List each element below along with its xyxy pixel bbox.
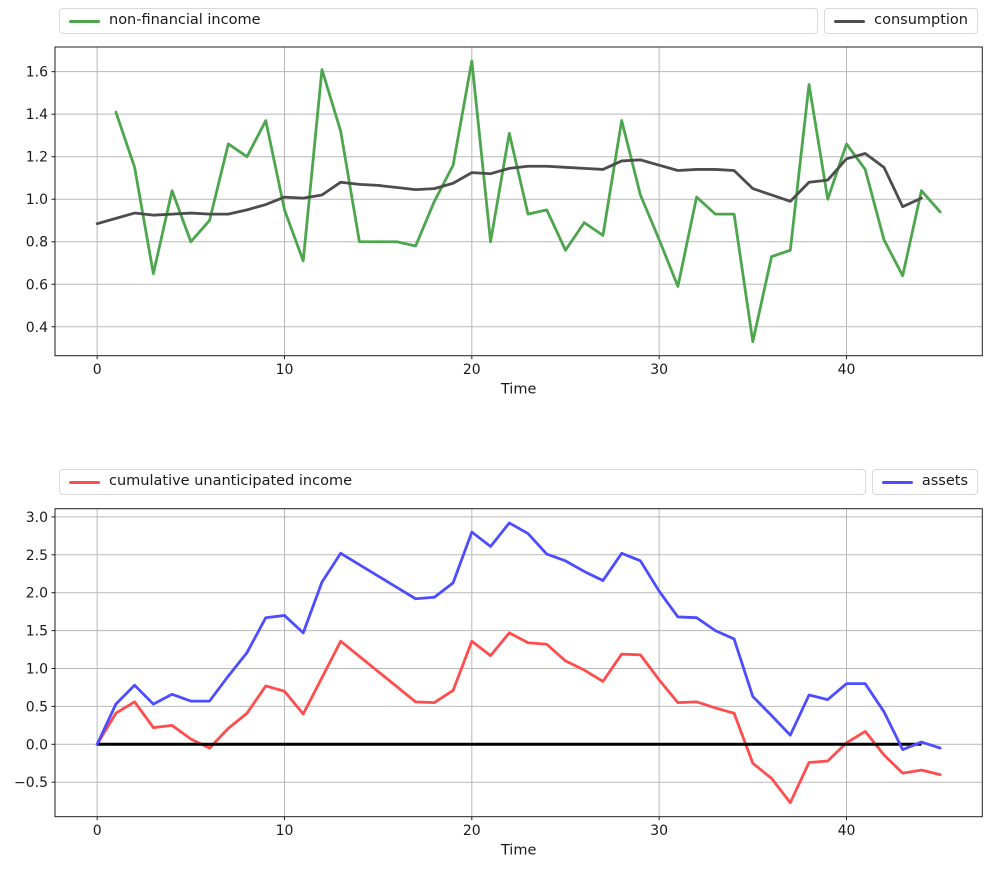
- legend-line-sample-icon: [69, 19, 100, 23]
- bottom-chart-line-cumulative-unanticipated-income: [95, 631, 942, 805]
- top-chart-y-tick-label: 0.4: [26, 320, 48, 336]
- legend-line-sample-icon: [69, 480, 100, 484]
- bottom-chart-y-tick-label: 0.0: [26, 737, 48, 753]
- top-chart-y-tick-label: 1.6: [26, 65, 48, 81]
- top-chart-x-tick-label: 20: [463, 362, 481, 378]
- top-chart-spines: [54, 46, 983, 357]
- bottom-chart-y-tick-label: 0.5: [26, 699, 48, 715]
- legend-assets: assets: [871, 469, 978, 495]
- top-chart-xlabel: Time: [500, 382, 537, 398]
- bottom-chart-x-tick-label: 0: [93, 823, 102, 839]
- top-chart-x-tick-label: 0: [93, 362, 102, 378]
- legend-line-sample-icon: [834, 19, 866, 23]
- legend-label-cumulative-unanticipated-income: cumulative unanticipated income: [109, 473, 353, 490]
- bottom-chart-y-tick-label: 2.5: [26, 548, 48, 564]
- top-chart-line-non-financial-income: [114, 59, 942, 344]
- bottom-chart-y-tick-label: 1.5: [26, 624, 48, 640]
- top-chart-x-tick-label: 10: [276, 362, 294, 378]
- bottom-chart-spines: [54, 508, 983, 818]
- bottom-chart-x-tick-label: 20: [463, 823, 481, 839]
- bottom-chart-line-assets: [95, 521, 942, 752]
- bottom-chart-x-tick-label: 40: [838, 823, 856, 839]
- bottom-chart-x-tick-label: 30: [650, 823, 668, 839]
- top-chart-y-tick-label: 1.0: [26, 192, 48, 208]
- legend-label-non-financial-income: non-financial income: [109, 12, 261, 29]
- bottom-chart-xlabel: Time: [500, 843, 537, 859]
- legend-line-sample-icon: [881, 480, 913, 484]
- bottom-chart-y-tick-label: −0.5: [14, 775, 48, 791]
- top-chart-x-tick-label: 40: [838, 362, 856, 378]
- top-chart-y-tick-label: 1.4: [26, 107, 48, 123]
- legend-consumption: consumption: [824, 8, 978, 34]
- legend-label-assets: assets: [921, 473, 968, 490]
- legend-non-financial-income: non-financial income: [59, 8, 819, 34]
- bottom-chart-legend-row: cumulative unanticipated income assets: [59, 469, 978, 495]
- bottom-chart-y-tick-label: 2.0: [26, 586, 48, 602]
- top-chart-x-tick-label: 30: [650, 362, 668, 378]
- legend-label-consumption: consumption: [874, 12, 968, 29]
- top-chart-line-consumption: [95, 152, 923, 226]
- top-chart-legend-row: non-financial income consumption: [59, 8, 978, 34]
- bottom-chart-x-tick-label: 10: [276, 823, 294, 839]
- legend-cumulative-unanticipated-income: cumulative unanticipated income: [59, 469, 866, 495]
- top-chart-y-tick-label: 0.6: [26, 277, 48, 293]
- bottom-chart-y-tick-label: 1.0: [26, 661, 48, 677]
- top-chart-y-tick-label: 0.8: [26, 235, 48, 251]
- bottom-chart-y-tick-label: 3.0: [26, 510, 48, 526]
- top-chart-y-tick-label: 1.2: [26, 150, 48, 166]
